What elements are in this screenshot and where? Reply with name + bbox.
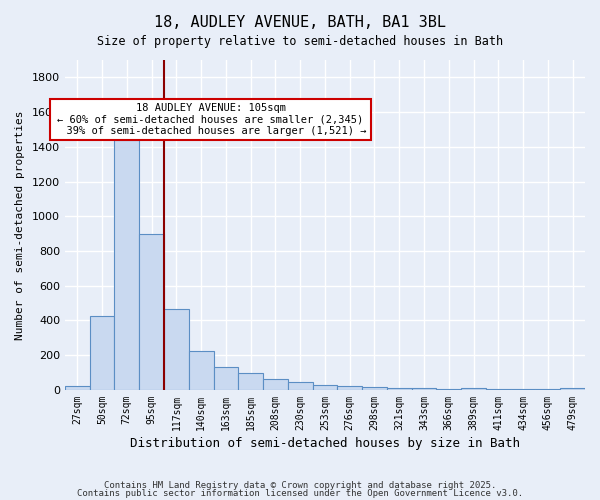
Bar <box>535 388 560 390</box>
Text: Size of property relative to semi-detached houses in Bath: Size of property relative to semi-detach… <box>97 35 503 48</box>
Bar <box>560 388 585 390</box>
Bar <box>486 388 511 390</box>
Bar <box>139 234 164 390</box>
Bar <box>387 388 412 390</box>
Y-axis label: Number of semi-detached properties: Number of semi-detached properties <box>15 110 25 340</box>
Bar <box>115 140 139 390</box>
Text: Contains public sector information licensed under the Open Government Licence v3: Contains public sector information licen… <box>77 488 523 498</box>
Bar <box>313 384 337 390</box>
Bar <box>263 378 288 390</box>
Bar <box>511 388 535 390</box>
X-axis label: Distribution of semi-detached houses by size in Bath: Distribution of semi-detached houses by … <box>130 437 520 450</box>
Bar <box>436 388 461 390</box>
Bar <box>89 316 115 390</box>
Bar <box>362 388 387 390</box>
Bar <box>461 388 486 390</box>
Text: 18 AUDLEY AVENUE: 105sqm
← 60% of semi-detached houses are smaller (2,345)
  39%: 18 AUDLEY AVENUE: 105sqm ← 60% of semi-d… <box>55 103 367 136</box>
Bar <box>189 351 214 390</box>
Bar <box>238 372 263 390</box>
Bar <box>214 366 238 390</box>
Text: 18, AUDLEY AVENUE, BATH, BA1 3BL: 18, AUDLEY AVENUE, BATH, BA1 3BL <box>154 15 446 30</box>
Bar <box>65 386 89 390</box>
Bar <box>288 382 313 390</box>
Text: Contains HM Land Registry data © Crown copyright and database right 2025.: Contains HM Land Registry data © Crown c… <box>104 481 496 490</box>
Bar <box>337 386 362 390</box>
Bar <box>412 388 436 390</box>
Bar <box>164 309 189 390</box>
